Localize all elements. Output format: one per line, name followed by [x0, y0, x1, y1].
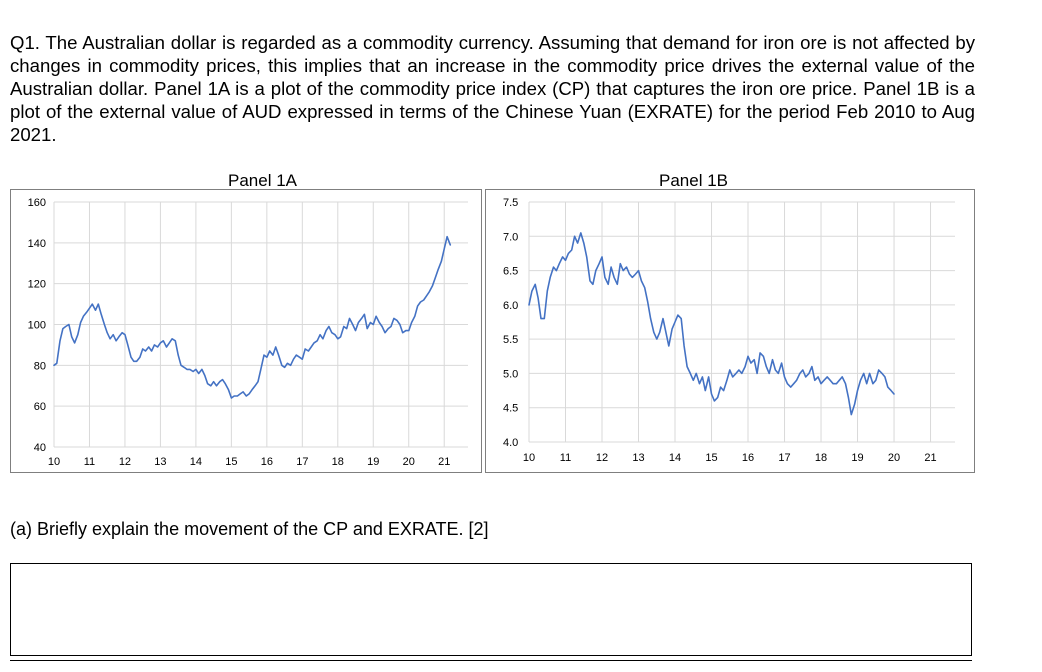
x-tick-label: 20	[403, 456, 415, 468]
x-tick-label: 17	[778, 452, 790, 464]
y-tick-label: 6.0	[503, 300, 518, 312]
x-tick-label: 13	[632, 452, 644, 464]
y-tick-label: 140	[28, 238, 46, 250]
x-tick-label: 16	[261, 456, 273, 468]
panel-1a-title: Panel 1A	[228, 171, 297, 190]
series-line-cp	[53, 235, 452, 399]
y-tick-label: 40	[34, 442, 46, 454]
x-tick-label: 10	[48, 456, 60, 468]
x-tick-label: 11	[84, 456, 95, 468]
series-line-exrate	[528, 232, 895, 416]
y-tick-label: 5.0	[503, 368, 518, 380]
y-tick-label: 4.0	[503, 437, 518, 449]
y-tick-label: 4.5	[503, 403, 518, 415]
x-tick-label: 19	[367, 456, 379, 468]
x-tick-label: 20	[888, 452, 900, 464]
bottom-rule	[10, 660, 972, 661]
question-text: Q1. The Australian dollar is regarded as…	[10, 32, 975, 145]
x-tick-label: 12	[119, 456, 131, 468]
x-tick-label: 19	[851, 452, 863, 464]
panel-1b-chart: 7.5 7.0 6.5 6.0 5.5 5.0 4.5 4.0 10 11 12 13 14 15 16 17…	[485, 189, 975, 473]
x-tick-label: 15	[225, 456, 237, 468]
y-tick-label: 120	[28, 279, 46, 291]
x-tick-label: 17	[296, 456, 308, 468]
x-tick-label: 14	[669, 452, 681, 464]
y-tick-label: 80	[34, 360, 46, 372]
x-tick-label: 21	[438, 456, 450, 468]
y-tick-label: 160	[28, 197, 46, 209]
chart-frame	[10, 189, 482, 473]
x-tick-label: 18	[815, 452, 827, 464]
x-tick-label: 21	[924, 452, 936, 464]
chart-frame	[485, 189, 975, 473]
x-tick-label: 18	[332, 456, 344, 468]
x-tick-label: 14	[190, 456, 202, 468]
y-tick-label: 100	[28, 320, 46, 332]
x-tick-label: 12	[596, 452, 608, 464]
y-tick-label: 7.0	[503, 231, 518, 243]
y-tick-label: 5.5	[503, 334, 518, 346]
answer-box[interactable]	[10, 563, 972, 656]
x-tick-label: 13	[154, 456, 166, 468]
x-tick-label: 16	[742, 452, 754, 464]
y-tick-label: 7.5	[503, 197, 518, 209]
panel-1b-title: Panel 1B	[659, 171, 728, 190]
x-tick-label: 10	[523, 452, 535, 464]
x-tick-label: 11	[560, 452, 571, 464]
y-tick-label: 60	[34, 401, 46, 413]
subquestion-text: (a) Briefly explain the movement of the …	[10, 519, 489, 539]
y-tick-label: 6.5	[503, 266, 518, 278]
x-tick-label: 15	[705, 452, 717, 464]
